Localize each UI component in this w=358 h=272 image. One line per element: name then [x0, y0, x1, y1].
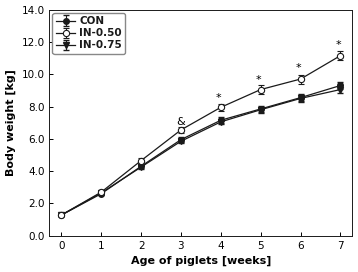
Text: *: *: [216, 93, 222, 103]
Text: *: *: [336, 40, 341, 50]
Legend: CON, IN-0.50, IN-0.75: CON, IN-0.50, IN-0.75: [53, 13, 125, 54]
Text: &: &: [176, 117, 185, 127]
Y-axis label: Body weight [kg]: Body weight [kg]: [6, 69, 16, 176]
Text: *: *: [256, 75, 262, 85]
X-axis label: Age of piglets [weeks]: Age of piglets [weeks]: [131, 256, 271, 267]
Text: *: *: [296, 63, 301, 73]
